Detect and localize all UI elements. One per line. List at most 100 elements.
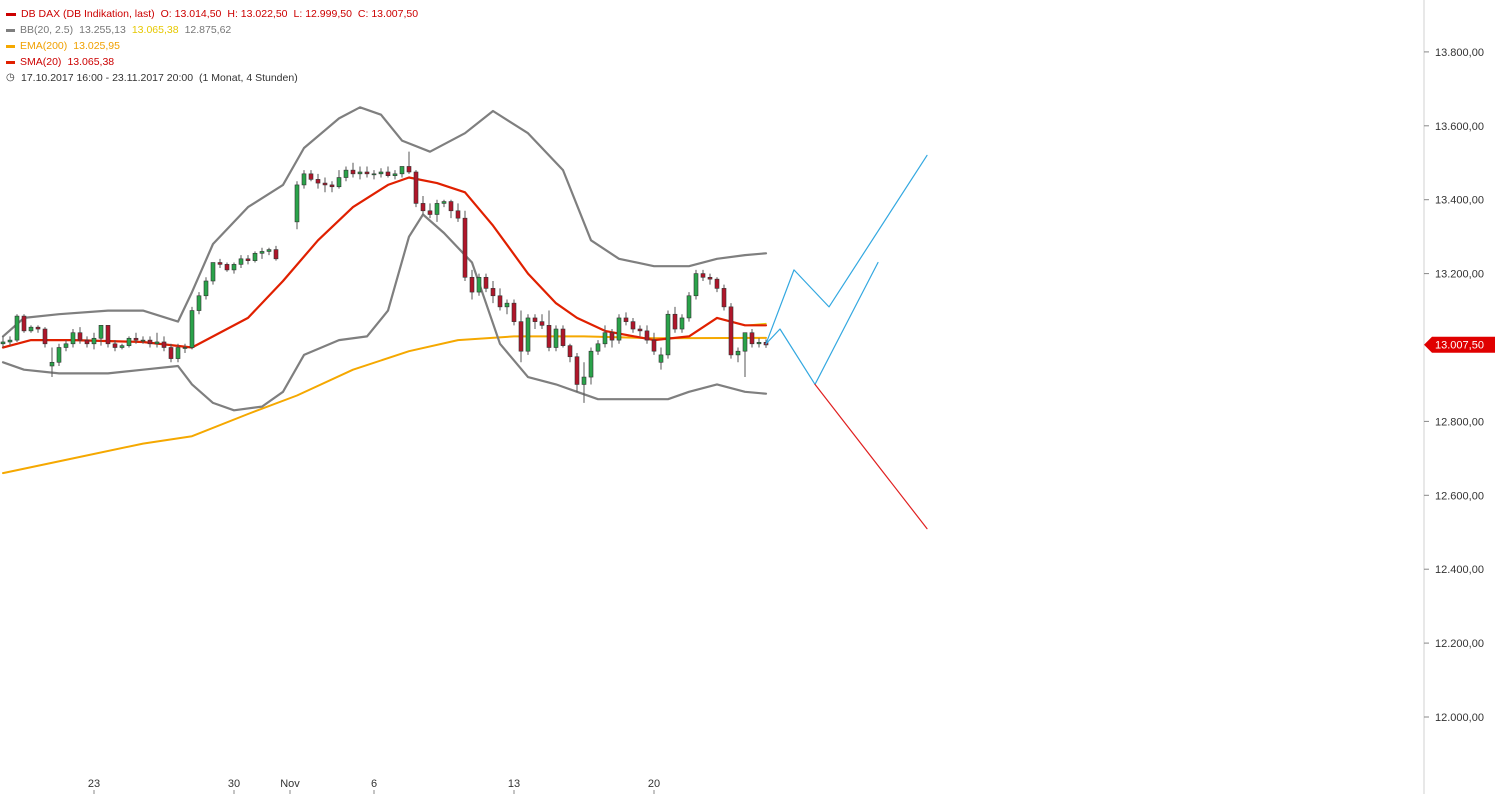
candle-down — [455, 210, 461, 219]
candle-up — [616, 317, 622, 341]
candle-down — [245, 258, 251, 261]
price-badge — [1424, 336, 1495, 353]
candle-up — [238, 258, 244, 265]
candle-down — [532, 317, 538, 322]
candle-up — [392, 173, 398, 176]
x-tick-label: 13 — [508, 778, 520, 790]
ema-value: 13.025,95 — [73, 40, 120, 52]
candle-up — [91, 337, 97, 345]
candle-down — [728, 306, 734, 356]
candle-up — [7, 339, 13, 343]
low-value: 12.999,50 — [305, 8, 352, 20]
candle-down — [637, 328, 643, 332]
candle-up — [476, 276, 482, 293]
candle-up — [378, 171, 384, 175]
candle-up — [371, 173, 377, 176]
candle-up — [756, 342, 762, 345]
candle-down — [147, 339, 153, 345]
x-tick-label: 6 — [371, 778, 377, 790]
high-label: H: — [227, 8, 238, 20]
candle-down — [518, 321, 524, 352]
ema200-line — [2, 335, 767, 475]
range-period: (1 Monat, 4 Stunden) — [199, 72, 298, 84]
instrument-name: DB DAX (DB Indikation, last) — [21, 8, 155, 20]
candle-down — [609, 332, 615, 341]
candle-up — [56, 347, 62, 363]
candle-down — [84, 339, 90, 345]
candle-down — [21, 315, 27, 332]
candle-up — [49, 361, 55, 367]
candle-down — [420, 203, 426, 212]
legend-sma-row: SMA(20) 13.065,38 — [6, 54, 424, 70]
candle-down — [273, 249, 279, 260]
open-label: O: — [160, 8, 172, 20]
close-value: 13.007,50 — [371, 8, 419, 20]
x-tick-label: Nov — [280, 778, 300, 790]
candle-down — [161, 341, 167, 348]
candle-up — [595, 343, 601, 352]
candle-down — [448, 201, 454, 212]
y-tick-label: 12.200,00 — [1435, 638, 1484, 650]
candle-up — [301, 173, 307, 186]
range-text: 17.10.2017 16:00 - 23.11.2017 20:00 — [21, 72, 194, 84]
bb-swatch — [6, 28, 15, 32]
candle-down — [721, 288, 727, 308]
candle-down — [364, 171, 370, 175]
y-tick-label: 13.400,00 — [1435, 195, 1484, 207]
candle-down — [77, 332, 83, 341]
candle-down — [539, 321, 545, 326]
candle-down — [315, 179, 321, 184]
candle-up — [175, 347, 181, 359]
candle-up — [196, 295, 202, 311]
y-tick-label: 12.400,00 — [1435, 564, 1484, 576]
candle-down — [42, 328, 48, 345]
candlestick-icon: ▬ — [6, 8, 16, 19]
candle-down — [406, 166, 412, 173]
candle-down — [490, 288, 496, 297]
candle-down — [308, 173, 314, 180]
legend-bb-row: BB(20, 2.5) 13.255,13 13.065,38 12.875,6… — [6, 22, 424, 38]
candle-up — [525, 317, 531, 352]
candle-up — [581, 376, 587, 385]
sma-label: SMA(20) — [20, 56, 62, 68]
candle-up — [357, 171, 363, 175]
projection-line-0 — [765, 154, 928, 345]
candle-up — [70, 332, 76, 345]
candle-down — [217, 262, 223, 265]
y-tick-label: 12.600,00 — [1435, 490, 1484, 502]
candle-down — [567, 345, 573, 358]
bb-middle-value: 13.065,38 — [131, 24, 179, 36]
candle-up — [742, 332, 748, 352]
candle-up — [434, 203, 440, 215]
candle-up — [119, 345, 125, 348]
bb-lower-line — [1, 213, 768, 412]
candle-down — [469, 276, 475, 293]
bb-label: BB(20, 2.5) — [20, 24, 74, 36]
x-tick-label: 23 — [88, 778, 100, 790]
candle-down — [700, 273, 706, 278]
candle-up — [140, 339, 146, 342]
candle-up — [231, 264, 237, 271]
candle-up — [441, 201, 447, 204]
projection-line-2 — [814, 383, 928, 530]
candle-down — [168, 347, 174, 359]
candle-down — [329, 184, 335, 188]
y-tick-label: 12.000,00 — [1435, 712, 1484, 724]
candle-down — [497, 295, 503, 308]
clock-icon: ◷ — [6, 72, 15, 83]
candle-down — [105, 325, 111, 345]
candle-up — [343, 169, 349, 178]
candle-up — [553, 328, 559, 348]
candle-down — [623, 317, 629, 322]
price-badge-label: 13.007,50 — [1435, 340, 1484, 352]
candle-up — [399, 166, 405, 175]
legend-range-row: ◷ 17.10.2017 16:00 - 23.11.2017 20:00 (1… — [6, 70, 424, 86]
candle-down — [749, 332, 755, 345]
close-label: C: — [357, 8, 369, 20]
bb-lower-value: 12.875,62 — [184, 24, 232, 36]
candle-up — [588, 350, 594, 378]
candle-up — [266, 249, 272, 252]
candle-up — [693, 273, 699, 297]
y-tick-label: 13.600,00 — [1435, 121, 1484, 133]
